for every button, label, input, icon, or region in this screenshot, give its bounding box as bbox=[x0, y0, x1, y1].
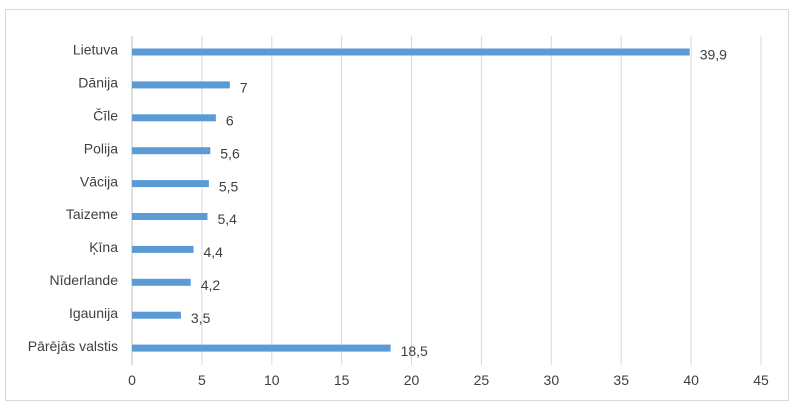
bar bbox=[132, 180, 209, 188]
x-tick-label: 35 bbox=[613, 372, 629, 388]
bar bbox=[132, 48, 690, 56]
category-label: Nīderlande bbox=[50, 272, 119, 288]
bar bbox=[132, 81, 230, 89]
labels: 0 5 10 15 20 25 30 35 40 45 Lietuva 39,9 Dānija 7 Čīle… bbox=[28, 42, 769, 388]
category-label: Dānija bbox=[78, 75, 118, 91]
category-label: Lietuva bbox=[73, 42, 118, 58]
x-tick-label: 20 bbox=[404, 372, 420, 388]
bar bbox=[132, 147, 211, 155]
data-label: 4,2 bbox=[201, 277, 221, 293]
x-tick-label: 40 bbox=[683, 372, 699, 388]
chart-frame bbox=[5, 9, 789, 401]
gridlines bbox=[131, 36, 762, 365]
category-label: Pārējās valstis bbox=[28, 338, 118, 354]
data-label: 3,5 bbox=[191, 310, 211, 326]
data-label: 7 bbox=[240, 80, 248, 96]
bar bbox=[132, 344, 391, 352]
data-label: 4,4 bbox=[204, 244, 224, 260]
x-tick-label: 5 bbox=[198, 372, 206, 388]
x-tick-label: 15 bbox=[334, 372, 350, 388]
bars bbox=[132, 48, 690, 352]
data-label: 5,5 bbox=[219, 178, 239, 194]
category-label: Vācija bbox=[80, 173, 118, 189]
category-label: Čīle bbox=[93, 108, 118, 124]
bar bbox=[132, 278, 191, 286]
data-label: 5,4 bbox=[217, 211, 237, 227]
data-label: 5,6 bbox=[220, 145, 240, 161]
x-tick-label: 10 bbox=[264, 372, 280, 388]
x-tick-label: 45 bbox=[753, 372, 769, 388]
x-tick-label: 0 bbox=[128, 372, 136, 388]
category-label: Polija bbox=[84, 140, 118, 156]
category-label: Taizeme bbox=[66, 206, 118, 222]
x-tick-label: 25 bbox=[474, 372, 490, 388]
data-label: 6 bbox=[226, 113, 234, 129]
category-label: Igaunija bbox=[69, 305, 118, 321]
data-label: 39,9 bbox=[700, 47, 727, 63]
x-tick-label: 30 bbox=[544, 372, 560, 388]
category-label: Ķīna bbox=[89, 239, 118, 255]
bar bbox=[132, 245, 194, 253]
data-label: 18,5 bbox=[401, 343, 428, 359]
bar bbox=[132, 114, 216, 122]
bar bbox=[132, 213, 208, 220]
bar bbox=[132, 311, 181, 319]
